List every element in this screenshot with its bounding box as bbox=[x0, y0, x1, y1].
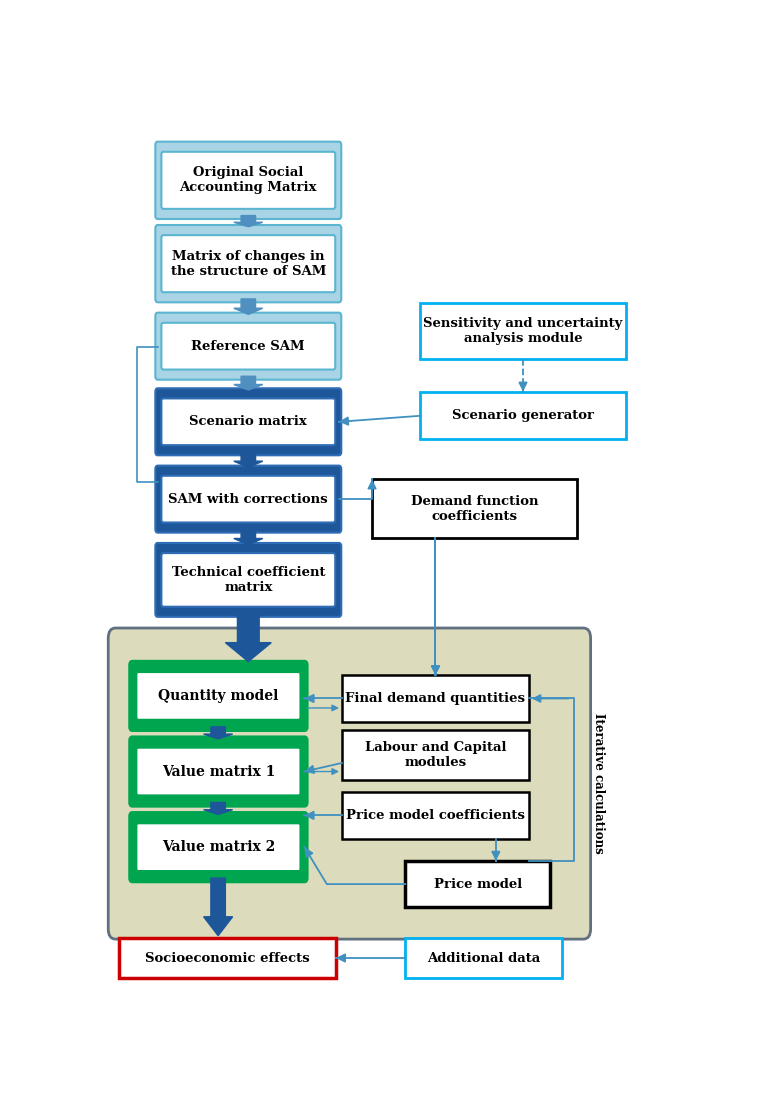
FancyBboxPatch shape bbox=[130, 738, 307, 806]
Bar bbox=[405, 860, 550, 907]
Text: Value matrix 2: Value matrix 2 bbox=[162, 840, 275, 854]
Bar bbox=[342, 730, 529, 780]
Polygon shape bbox=[234, 529, 263, 545]
FancyBboxPatch shape bbox=[108, 628, 590, 939]
Text: Original Social
Accounting Matrix: Original Social Accounting Matrix bbox=[179, 166, 317, 194]
Text: Additional data: Additional data bbox=[427, 952, 541, 964]
Polygon shape bbox=[234, 452, 263, 468]
FancyBboxPatch shape bbox=[161, 152, 335, 209]
FancyBboxPatch shape bbox=[161, 398, 335, 445]
FancyBboxPatch shape bbox=[136, 748, 301, 796]
Text: Iterative calculations: Iterative calculations bbox=[592, 713, 605, 854]
Bar bbox=[118, 939, 336, 978]
Text: Sensitivity and uncertainty
analysis module: Sensitivity and uncertainty analysis mod… bbox=[423, 317, 622, 345]
Text: Technical coefficient
matrix: Technical coefficient matrix bbox=[171, 566, 325, 594]
FancyBboxPatch shape bbox=[155, 388, 341, 455]
Bar bbox=[342, 675, 529, 722]
Polygon shape bbox=[203, 802, 233, 815]
FancyBboxPatch shape bbox=[136, 822, 301, 872]
Text: Scenario generator: Scenario generator bbox=[452, 408, 594, 422]
Text: Price model: Price model bbox=[434, 877, 522, 891]
Polygon shape bbox=[234, 376, 263, 389]
Text: Socioeconomic effects: Socioeconomic effects bbox=[145, 952, 309, 964]
Text: Quantity model: Quantity model bbox=[158, 689, 279, 703]
Polygon shape bbox=[225, 614, 271, 662]
Text: Value matrix 1: Value matrix 1 bbox=[162, 764, 275, 779]
FancyBboxPatch shape bbox=[155, 312, 341, 379]
Bar bbox=[421, 392, 626, 439]
Bar bbox=[405, 939, 562, 978]
Polygon shape bbox=[203, 727, 233, 739]
FancyBboxPatch shape bbox=[155, 142, 341, 219]
FancyBboxPatch shape bbox=[161, 235, 335, 292]
Text: Labour and Capital
modules: Labour and Capital modules bbox=[365, 741, 506, 769]
Polygon shape bbox=[203, 878, 233, 935]
Text: SAM with corrections: SAM with corrections bbox=[168, 492, 328, 506]
FancyBboxPatch shape bbox=[155, 543, 341, 617]
Bar bbox=[372, 480, 577, 538]
FancyBboxPatch shape bbox=[161, 323, 335, 369]
Text: Price model coefficients: Price model coefficients bbox=[346, 809, 525, 821]
Text: Demand function
coefficients: Demand function coefficients bbox=[411, 494, 538, 522]
Text: Reference SAM: Reference SAM bbox=[192, 339, 305, 353]
FancyBboxPatch shape bbox=[161, 475, 335, 522]
Text: Final demand quantities: Final demand quantities bbox=[345, 692, 526, 705]
Polygon shape bbox=[234, 215, 263, 227]
FancyBboxPatch shape bbox=[130, 662, 307, 730]
FancyBboxPatch shape bbox=[155, 225, 341, 302]
FancyBboxPatch shape bbox=[161, 554, 335, 607]
Text: Matrix of changes in
the structure of SAM: Matrix of changes in the structure of SA… bbox=[171, 250, 326, 278]
Polygon shape bbox=[234, 299, 263, 315]
Text: Scenario matrix: Scenario matrix bbox=[189, 415, 307, 429]
FancyBboxPatch shape bbox=[136, 672, 301, 720]
Bar bbox=[421, 304, 626, 359]
FancyBboxPatch shape bbox=[155, 465, 341, 532]
Bar bbox=[342, 792, 529, 838]
FancyBboxPatch shape bbox=[130, 812, 307, 882]
